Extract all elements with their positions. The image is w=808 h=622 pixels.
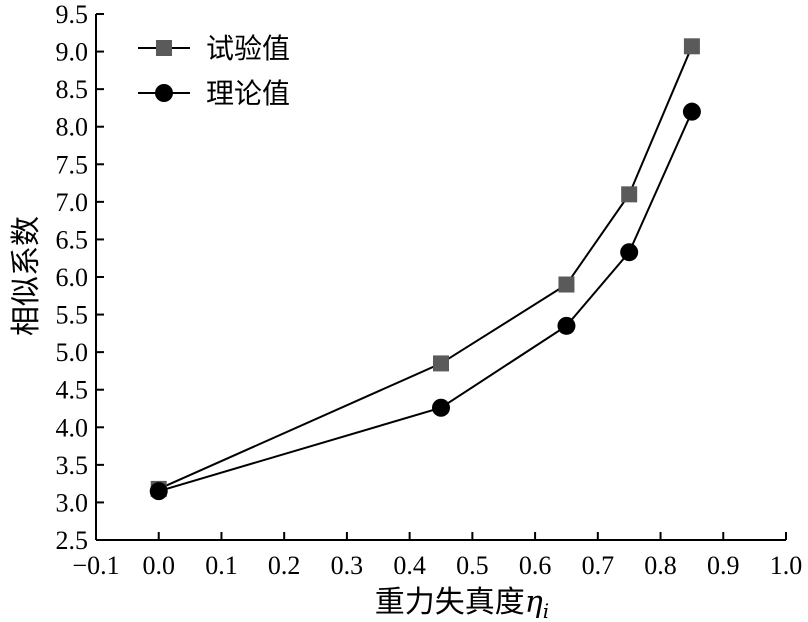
legend-label-trial: 试验值	[206, 32, 290, 65]
y-tick-label: 6.0	[56, 263, 89, 292]
x-axis-title-subscript: i	[543, 599, 549, 622]
y-tick-label: 8.5	[56, 75, 89, 104]
y-tick-label: 5.0	[56, 338, 89, 367]
x-tick-label: 0.3	[331, 551, 364, 580]
y-tick-label: 8.0	[56, 113, 89, 142]
y-tick-label: 4.0	[56, 413, 89, 442]
y-tick-label: 6.5	[56, 225, 89, 254]
x-tick-label: 0.5	[456, 551, 489, 580]
y-tick-label: 9.0	[56, 38, 89, 67]
x-tick-label: 0.8	[644, 551, 677, 580]
x-ticks: −0.1 0.0 0.1 0.2 0.3 0.4 0.5 0.6 0.7 0.8 0.9 1.0	[72, 532, 802, 580]
circle-marker	[620, 243, 639, 262]
x-tick-label: 0.9	[707, 551, 740, 580]
x-tick-label: 0.4	[393, 551, 426, 580]
y-tick-label: 4.5	[56, 376, 89, 405]
x-tick-label: 0.6	[519, 551, 552, 580]
square-marker	[558, 276, 575, 293]
series-line-1	[158, 111, 693, 493]
axes	[95, 14, 786, 541]
circle-marker	[149, 482, 168, 501]
legend-label-theory: 理论值	[206, 77, 290, 110]
circle-marker	[557, 316, 576, 335]
y-tick-label: 3.5	[56, 451, 89, 480]
square-marker	[683, 38, 700, 55]
x-tick-label: 0.0	[142, 551, 175, 580]
x-tick-label: −0.1	[72, 551, 119, 580]
y-axis-title: 相似系数	[9, 216, 44, 336]
x-tick-label: 0.2	[268, 551, 301, 580]
series-markers	[149, 38, 701, 501]
x-tick-label: 0.7	[582, 551, 615, 580]
legend: 试验值 理论值	[138, 32, 290, 110]
legend-square-marker	[156, 40, 172, 56]
series-line-0	[158, 45, 693, 490]
y-tick-label: 5.5	[56, 301, 89, 330]
square-marker	[621, 186, 638, 203]
legend-circle-marker	[155, 84, 173, 102]
circle-marker	[682, 102, 701, 121]
circle-marker	[432, 398, 450, 417]
y-tick-label: 9.5	[56, 0, 89, 29]
x-axis-title: 重力失真度ηi	[375, 585, 549, 622]
y-tick-label: 3.0	[56, 488, 89, 517]
square-marker	[433, 355, 449, 372]
x-axis-title-text: 重力失真度	[375, 585, 525, 620]
y-ticks: 2.5 3.0 3.5 4.0 4.5 5.0 5.5 6.0 6.5 7.0 7.5 8.0 8.5 9…	[56, 0, 104, 555]
x-tick-label: 1.0	[770, 551, 803, 580]
y-tick-label: 7.0	[56, 188, 89, 217]
series-lines	[158, 45, 693, 493]
x-tick-label: 0.1	[205, 551, 238, 580]
x-axis-title-symbol: η	[525, 585, 543, 620]
y-tick-label: 2.5	[56, 526, 89, 555]
y-tick-label: 7.5	[56, 150, 89, 179]
